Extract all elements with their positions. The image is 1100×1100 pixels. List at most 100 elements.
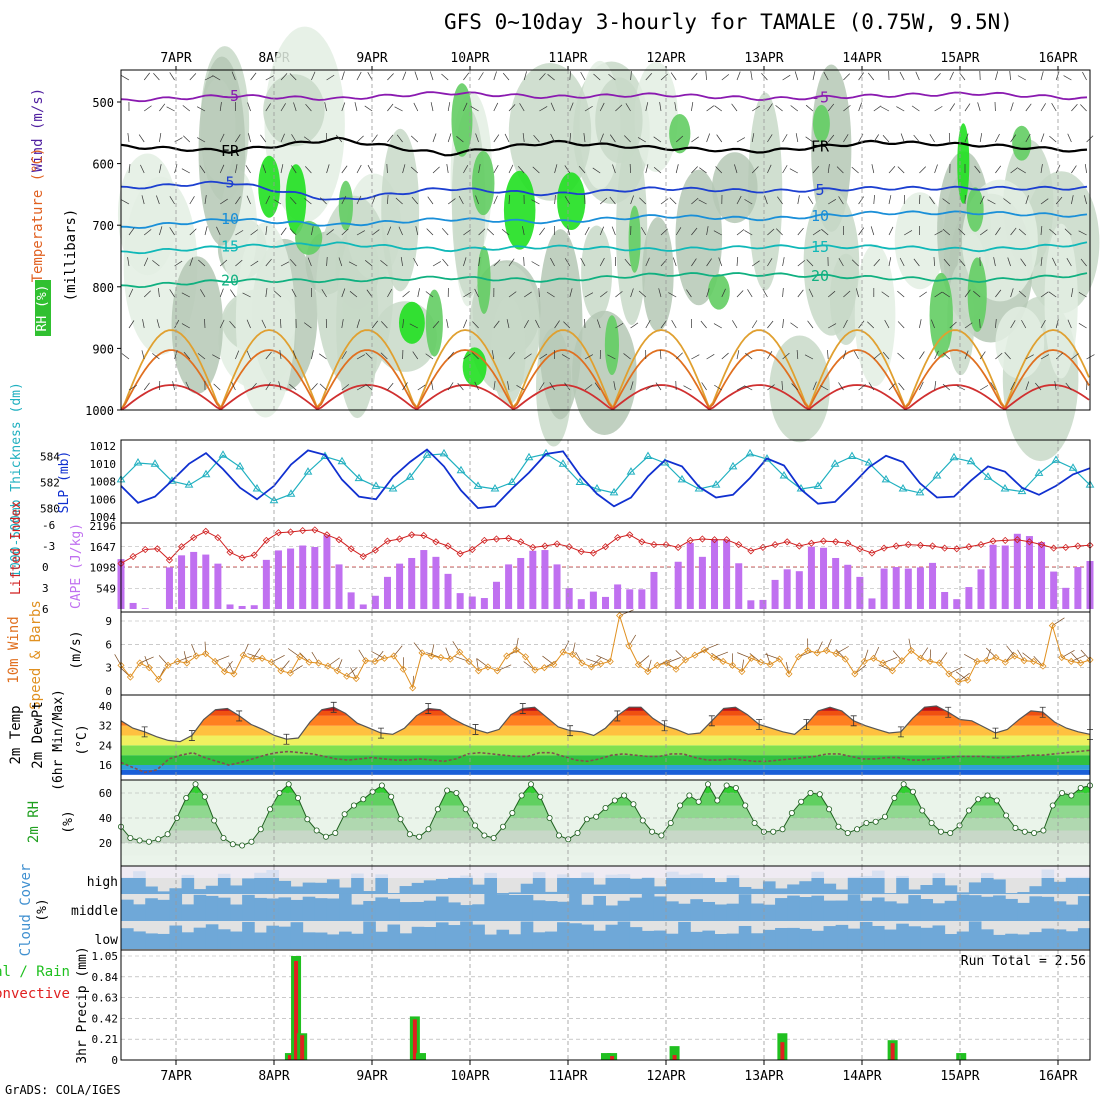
temperature-contour [120, 210, 1088, 229]
wind-barb [538, 287, 540, 298]
axis-label-wind: Wind (m/s) [30, 88, 46, 172]
date-tick-label-bottom: 16APR [1038, 1069, 1077, 1084]
wind-barb [564, 196, 571, 205]
cloud-cell [702, 901, 716, 921]
wind-barb [1071, 195, 1074, 205]
cloud-cell [690, 873, 703, 894]
wind-barb [797, 227, 804, 236]
panel-frame [120, 949, 1091, 1061]
wind-barb [493, 195, 498, 205]
wind-barb [599, 291, 608, 298]
cape-bar [480, 598, 488, 609]
li-point [274, 529, 283, 537]
wind-barb [1040, 354, 1049, 360]
cloud-cell [1065, 904, 1079, 921]
wind-barb [691, 197, 699, 205]
wind-barb [522, 133, 525, 143]
date-tick-label-bottom: 14APR [842, 1069, 881, 1084]
wind-barb [949, 321, 957, 329]
cape-bar [686, 542, 694, 609]
slp-tick-label: 1006 [90, 493, 117, 506]
wind-barb [508, 291, 517, 298]
cloud-cell [411, 882, 425, 894]
wind-barb [900, 133, 905, 143]
wind-barb [386, 163, 388, 174]
li-point [686, 536, 694, 544]
wind-barb [899, 257, 905, 267]
wind-barb [387, 382, 394, 391]
wind-barb [714, 384, 722, 391]
wind-tick-label: 6 [105, 638, 112, 651]
thickness-point [592, 484, 602, 492]
wind-barb [189, 73, 197, 81]
wind-barb [660, 198, 669, 205]
wind-barb [185, 381, 191, 391]
cloud-cell [375, 897, 388, 921]
wind-barb [546, 291, 555, 298]
wind-barb [410, 166, 419, 174]
wind-barb [159, 226, 163, 236]
wind-barb [959, 72, 966, 81]
precip-total-bar [956, 1053, 967, 1060]
cloud-cell [1029, 886, 1043, 894]
wind-barb [1078, 230, 1087, 236]
wind-barb [432, 320, 440, 329]
wind-barb [790, 105, 799, 112]
cloud-cell [750, 888, 764, 894]
cloud-cell [181, 932, 195, 949]
wind-barb [475, 133, 479, 143]
wind-barb [143, 382, 150, 391]
wind-barb [166, 106, 175, 112]
wind-point [305, 658, 313, 666]
wind-barb [934, 350, 939, 360]
cloud-cell [859, 900, 873, 921]
wind-barb [675, 164, 679, 174]
wind-point [1020, 657, 1028, 665]
wind-barb [174, 319, 180, 329]
contour-label: 10 [221, 210, 239, 228]
wind-barb [706, 105, 715, 112]
cloud-cell [617, 921, 631, 949]
wind-point [258, 654, 266, 662]
cloud-cell [387, 924, 401, 949]
thickness-point [133, 458, 143, 466]
wind-barb [821, 228, 829, 236]
wind-barb [326, 74, 335, 81]
rh-shade [581, 225, 613, 320]
wind-barb [1040, 291, 1049, 298]
wind-barb [736, 257, 739, 267]
wind-point [578, 659, 586, 667]
wind-barb [782, 352, 790, 360]
temp-minmax-bar [141, 726, 148, 738]
li-point [747, 547, 755, 555]
wind-barb [943, 258, 951, 267]
wind-barb [1040, 320, 1046, 329]
thickness-point [711, 480, 721, 488]
li-point [577, 548, 585, 556]
cape-bar [359, 604, 367, 609]
wind-barb [356, 164, 362, 174]
wind-barb [472, 321, 479, 329]
wind-barb [311, 350, 314, 360]
cloud-cell [411, 926, 425, 949]
wind-barb [398, 226, 403, 236]
rh-shade [263, 74, 325, 147]
wind-barb [674, 102, 677, 112]
rh-shade [995, 306, 1045, 379]
wind-barb [593, 73, 601, 81]
temp-minmax-bar [897, 726, 904, 738]
wind-point [352, 674, 360, 683]
wind-barb [348, 261, 358, 267]
wind-barb [820, 385, 829, 391]
wind-barb [402, 291, 410, 298]
cape-bar [129, 602, 137, 609]
thickness-point [507, 477, 517, 485]
li-point [565, 543, 573, 551]
wind-barb [873, 259, 881, 267]
wind-barb [599, 197, 608, 205]
rh-point [341, 811, 348, 818]
rh-point [695, 798, 702, 805]
